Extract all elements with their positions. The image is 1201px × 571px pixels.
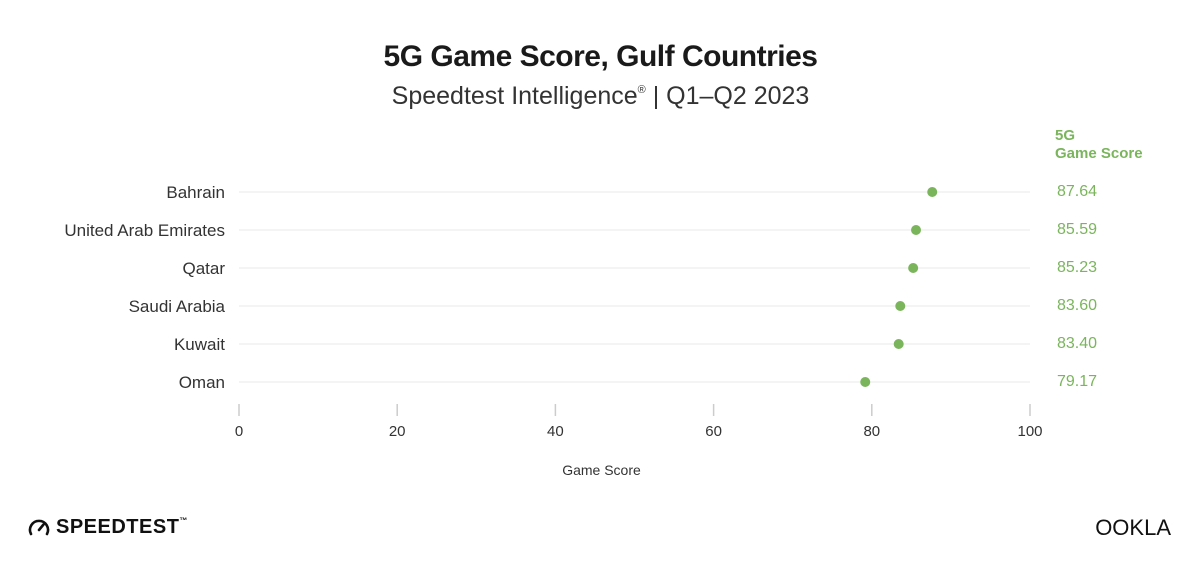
value-label: 85.59 [1057,221,1097,238]
category-label: Saudi Arabia [129,297,226,316]
speedtest-logo: SPEEDTEST™ [28,516,188,539]
x-tick-label: 100 [1017,423,1042,440]
speedometer-icon [28,519,50,535]
value-label: 83.40 [1057,335,1097,352]
x-tick-label: 20 [389,423,406,440]
x-tick-label: 60 [705,423,722,440]
x-tick-label: 0 [235,423,243,440]
value-column-header: 5G Game Score [1055,127,1143,163]
category-label: Kuwait [174,335,225,354]
value-label: 83.60 [1057,297,1097,314]
value-header-line2: Game Score [1055,145,1143,162]
chart-subtitle: Speedtest Intelligence® | Q1–Q2 2023 [0,82,1201,111]
data-point [911,225,922,235]
category-label: Oman [179,373,225,392]
x-axis-label: Game Score [562,462,641,478]
speedtest-wordmark: SPEEDTEST™ [56,516,188,538]
category-label: Bahrain [166,183,225,202]
data-point [895,301,906,311]
data-point [860,377,871,387]
value-label: 87.64 [1057,183,1097,200]
subtitle-period: | Q1–Q2 2023 [645,82,810,110]
data-point [908,263,919,273]
registered-mark: ® [637,84,646,96]
category-label: United Arab Emirates [64,221,225,240]
data-point [927,187,938,197]
value-header-line1: 5G [1055,127,1076,144]
x-tick-label: 80 [863,423,880,440]
category-label: Qatar [182,259,225,278]
value-label: 79.17 [1057,373,1097,390]
value-label: 85.23 [1057,259,1097,276]
data-point [893,339,904,349]
x-tick-label: 40 [547,423,564,440]
ookla-logo: OOKLA [1095,515,1171,540]
subtitle-source: Speedtest Intelligence [391,82,638,110]
chart-title: 5G Game Score, Gulf Countries [383,40,818,73]
